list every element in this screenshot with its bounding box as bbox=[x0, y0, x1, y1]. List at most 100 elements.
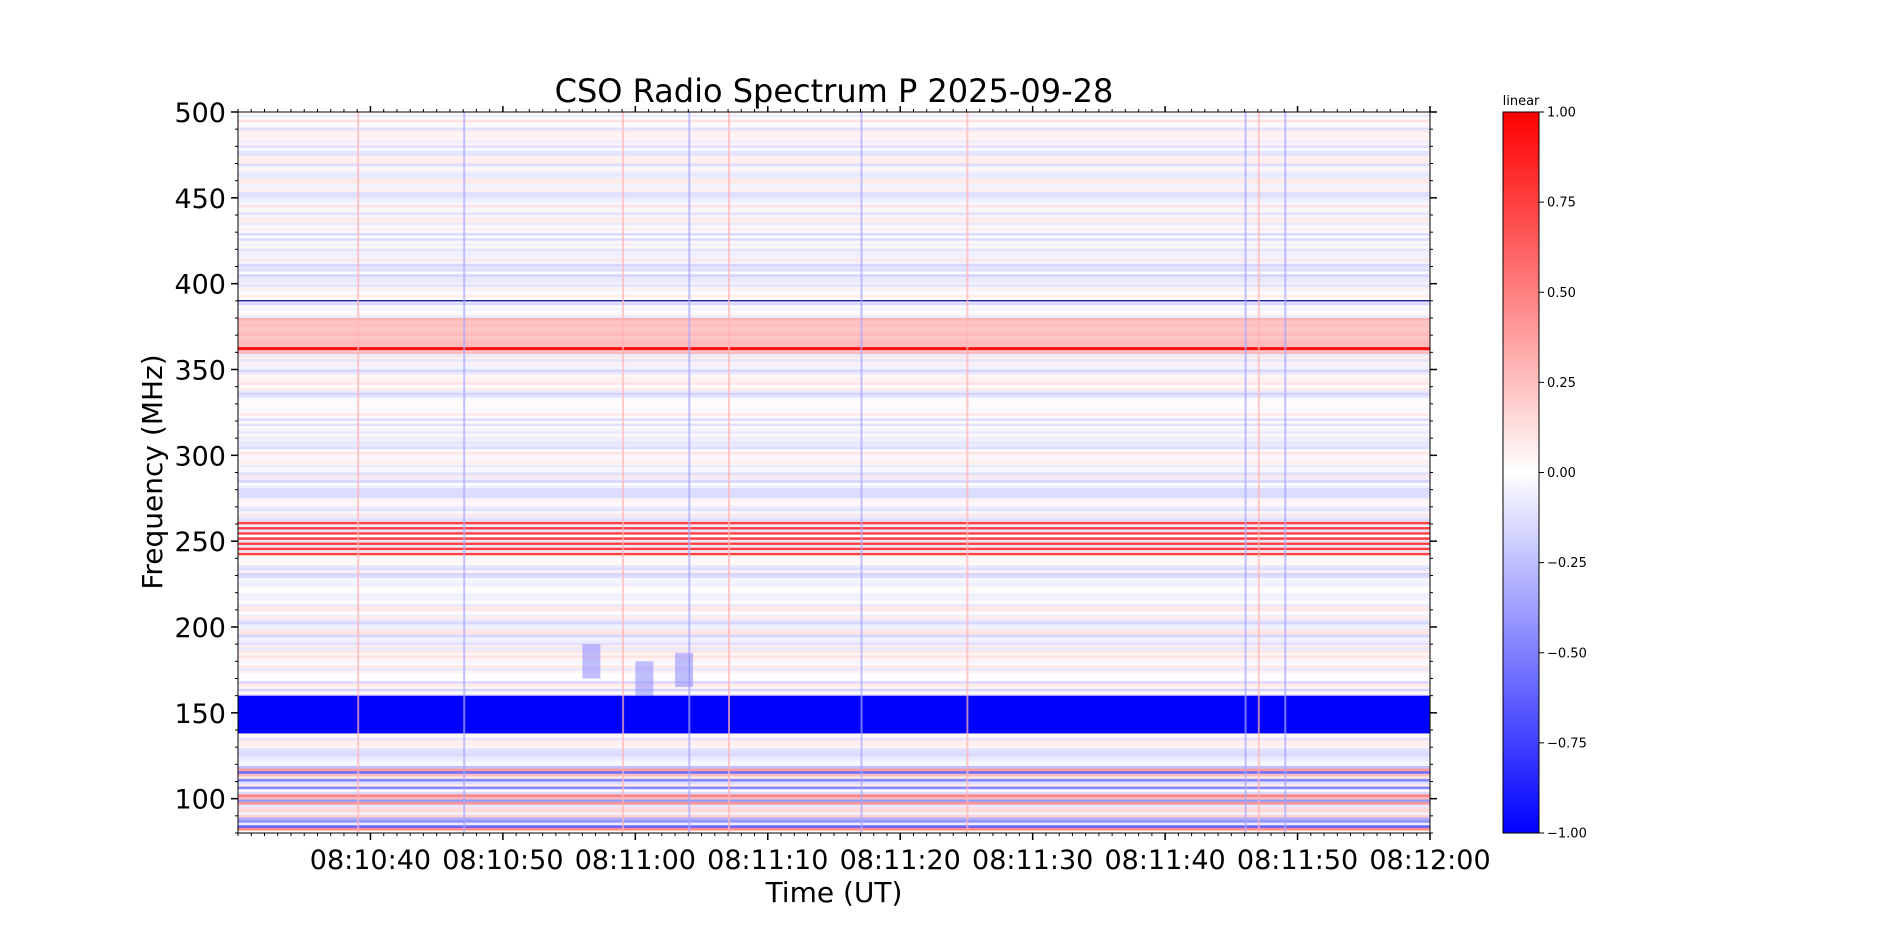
frequency-stripe bbox=[238, 786, 1430, 790]
frequency-stripe bbox=[238, 127, 1430, 131]
y-tick-label: 400 bbox=[174, 270, 226, 301]
frequency-stripe bbox=[238, 189, 1430, 193]
x-axis: 08:10:40 08:10:50 08:11:00 08:11:10 08:11:20… bbox=[237, 106, 1491, 876]
frequency-stripe bbox=[238, 222, 1430, 226]
frequency-stripe bbox=[238, 518, 1430, 522]
frequency-stripe bbox=[238, 683, 1430, 687]
frequency-stripe bbox=[238, 392, 1430, 396]
frequency-stripe bbox=[238, 305, 1430, 309]
frequency-stripe bbox=[238, 372, 1430, 376]
frequency-stripe bbox=[238, 225, 1430, 229]
frequency-stripe bbox=[238, 148, 1430, 152]
frequency-stripe bbox=[238, 802, 1430, 806]
frequency-stripe bbox=[238, 820, 1430, 824]
frequency-stripe bbox=[238, 230, 1430, 234]
burst-column bbox=[622, 112, 625, 833]
frequency-stripe bbox=[238, 567, 1430, 571]
colorbar-tick-label: 0.75 bbox=[1547, 196, 1576, 211]
frequency-stripe bbox=[238, 773, 1430, 777]
frequency-stripe bbox=[238, 132, 1430, 136]
frequency-stripe bbox=[238, 284, 1430, 288]
burst-patch bbox=[582, 644, 601, 679]
frequency-stripe bbox=[238, 137, 1430, 141]
frequency-stripe bbox=[238, 426, 1430, 430]
frequency-stripe bbox=[238, 740, 1430, 744]
frequency-stripe bbox=[238, 503, 1430, 507]
positive-band-line bbox=[238, 552, 1430, 556]
frequency-stripe bbox=[238, 436, 1430, 440]
colorbar-tick-label: 0.25 bbox=[1547, 376, 1576, 391]
frequency-stripe bbox=[238, 325, 1430, 329]
frequency-stripe bbox=[238, 457, 1430, 461]
frequency-stripe bbox=[238, 477, 1430, 481]
frequency-stripe bbox=[238, 506, 1430, 509]
frequency-stripe bbox=[238, 539, 1430, 543]
frequency-stripe bbox=[238, 266, 1430, 270]
frequency-stripe bbox=[238, 652, 1430, 656]
frequency-stripe bbox=[238, 289, 1430, 293]
spectrogram-heatmap bbox=[238, 112, 1430, 833]
frequency-stripe bbox=[238, 251, 1430, 255]
frequency-stripe bbox=[238, 297, 1430, 301]
frequency-stripe bbox=[238, 634, 1430, 638]
frequency-stripe bbox=[238, 191, 1430, 195]
frequency-stripe bbox=[238, 320, 1430, 324]
frequency-stripe bbox=[238, 361, 1430, 365]
frequency-stripe bbox=[238, 681, 1430, 685]
frequency-stripe bbox=[238, 778, 1430, 782]
frequency-stripe bbox=[238, 209, 1430, 213]
frequency-stripe bbox=[238, 686, 1430, 690]
frequency-stripe bbox=[238, 490, 1430, 494]
frequency-stripe bbox=[238, 621, 1430, 625]
y-tick-label: 250 bbox=[174, 527, 226, 558]
frequency-stripe bbox=[238, 292, 1430, 296]
frequency-stripe bbox=[238, 122, 1430, 126]
frequency-stripe bbox=[238, 760, 1430, 764]
frequency-stripe bbox=[238, 657, 1430, 661]
frequency-stripe bbox=[238, 135, 1430, 139]
frequency-stripe bbox=[238, 791, 1430, 795]
frequency-stripe bbox=[238, 639, 1430, 643]
frequency-stripe bbox=[238, 207, 1430, 211]
frequency-stripe bbox=[238, 755, 1430, 759]
y-tick-label: 150 bbox=[174, 699, 226, 730]
frequency-stripe bbox=[238, 812, 1430, 816]
frequency-stripe bbox=[238, 449, 1430, 453]
frequency-stripe bbox=[238, 184, 1430, 188]
frequency-stripe bbox=[238, 627, 1430, 630]
frequency-stripe bbox=[238, 323, 1430, 327]
frequency-stripe bbox=[238, 557, 1430, 561]
frequency-stripe bbox=[238, 469, 1430, 473]
colorbar-tick-label: −0.25 bbox=[1547, 556, 1587, 571]
frequency-stripe bbox=[238, 804, 1430, 808]
burst-column bbox=[1244, 112, 1247, 833]
frequency-stripe bbox=[238, 459, 1430, 463]
frequency-stripe bbox=[238, 524, 1430, 527]
frequency-stripe bbox=[238, 794, 1430, 798]
frequency-stripe bbox=[238, 336, 1430, 339]
frequency-stripe bbox=[238, 737, 1430, 741]
frequency-stripe bbox=[238, 333, 1430, 337]
frequency-stripe bbox=[238, 400, 1430, 404]
frequency-stripe bbox=[238, 809, 1430, 813]
frequency-stripe bbox=[238, 750, 1430, 754]
frequency-stripe bbox=[238, 374, 1430, 378]
frequency-stripe bbox=[238, 302, 1430, 306]
x-axis-label: Time (UT) bbox=[765, 876, 903, 909]
frequency-stripe bbox=[238, 616, 1430, 620]
burst-column bbox=[1284, 112, 1287, 833]
frequency-stripe bbox=[238, 364, 1430, 368]
colorbar-tick-label: 0.50 bbox=[1547, 286, 1576, 301]
frequency-stripe bbox=[238, 253, 1430, 257]
frequency-stripe bbox=[238, 281, 1430, 285]
frequency-stripe bbox=[238, 171, 1430, 175]
frequency-stripe bbox=[238, 307, 1430, 311]
frequency-stripe bbox=[238, 379, 1430, 383]
frequency-stripe bbox=[238, 583, 1430, 587]
x-tick-label: 08:11:40 bbox=[1104, 845, 1225, 876]
frequency-stripe bbox=[238, 176, 1430, 180]
frequency-stripe bbox=[238, 508, 1430, 512]
frequency-stripe bbox=[238, 480, 1430, 484]
frequency-stripe bbox=[238, 619, 1430, 623]
frequency-stripe bbox=[238, 670, 1430, 674]
